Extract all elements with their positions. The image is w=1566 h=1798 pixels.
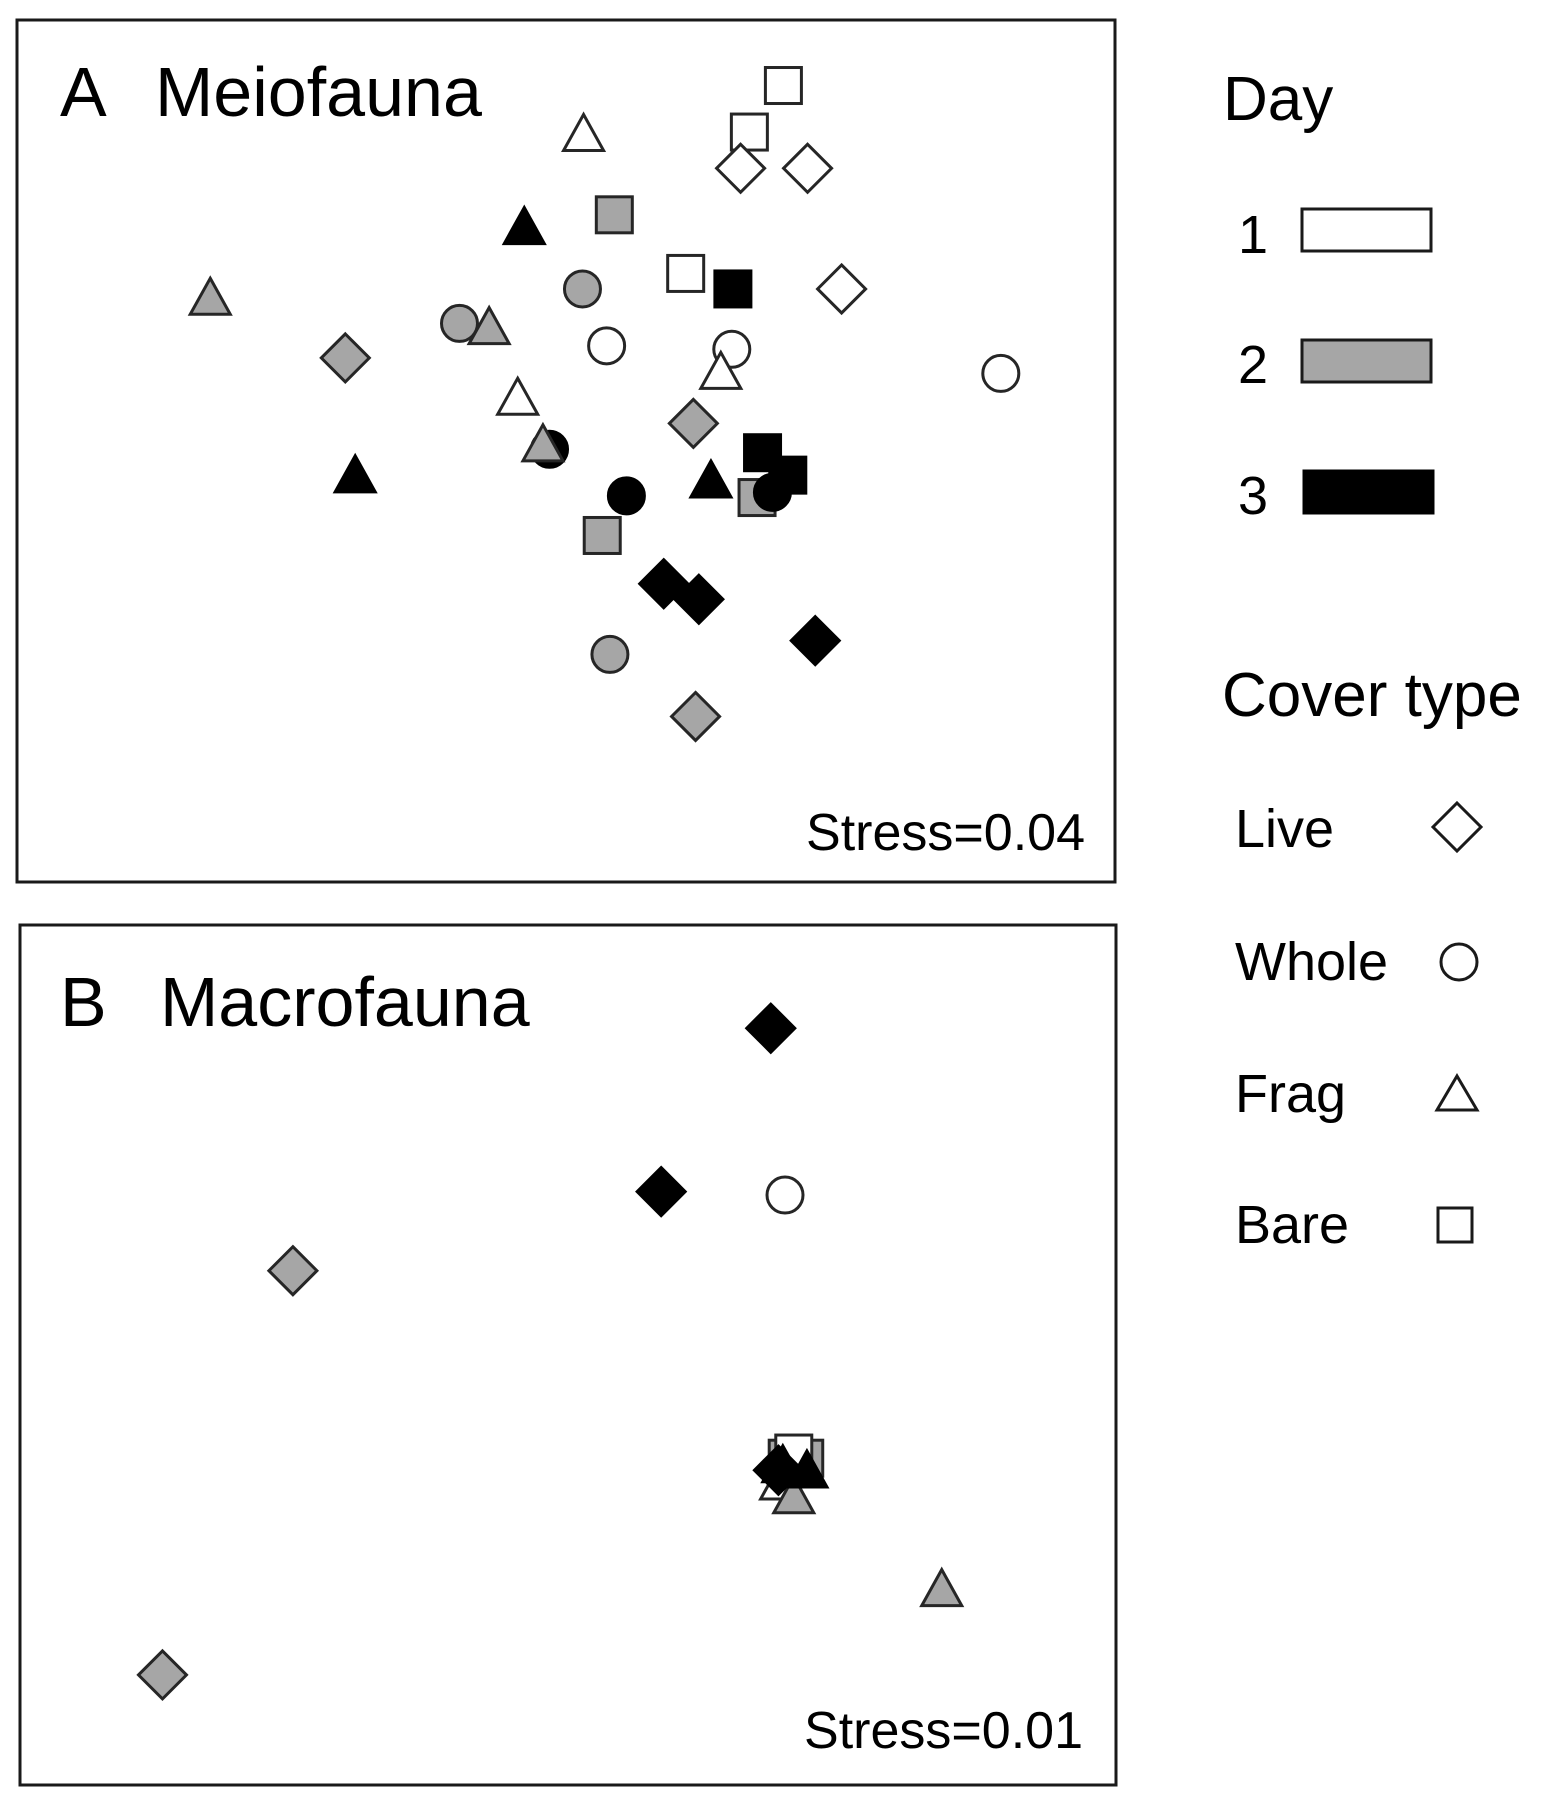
legend-cover-title: Cover type — [1222, 661, 1522, 730]
legend-cover-live-label: Live — [1235, 799, 1334, 859]
point-a-triangle-day1-19 — [495, 375, 541, 416]
panel-a-markers — [187, 66, 1021, 743]
point-a-square-day3-23 — [743, 433, 783, 473]
point-a-diamond-day3-32 — [672, 573, 725, 626]
point-b-triangle-day2-12 — [919, 1566, 965, 1608]
panel-a: A Meiofauna Stress=0.04 — [15, 18, 1117, 884]
point-a-diamond-day2-20 — [667, 397, 720, 450]
legend-cover-bare-label: Bare — [1235, 1195, 1349, 1255]
point-a-triangle-day3-24 — [332, 452, 378, 494]
legend-day-3-label: 3 — [1238, 466, 1268, 526]
point-b-triangle-day2-8 — [771, 1473, 817, 1515]
point-a-circle-day1-14 — [587, 326, 627, 366]
point-a-triangle-day2-11 — [187, 275, 233, 316]
point-a-circle-day2-34 — [590, 634, 630, 674]
point-a-diamond-day1-4 — [781, 142, 834, 195]
point-a-square-day1-7 — [666, 253, 706, 293]
square-icon — [1436, 1206, 1474, 1244]
point-b-diamond-day3-11 — [752, 1444, 805, 1497]
point-a-circle-day2-9 — [562, 269, 602, 309]
point-a-triangle-day2-13 — [466, 304, 512, 346]
point-a-triangle-day1-2 — [561, 111, 607, 153]
point-a-circle-day1-16 — [981, 353, 1021, 393]
point-a-diamond-day3-33 — [789, 614, 842, 667]
panel-a-title: Meiofauna — [155, 53, 482, 131]
diamond-icon — [1430, 800, 1484, 854]
point-a-triangle-day1-18 — [698, 349, 744, 390]
point-a-square-day2-5 — [594, 195, 634, 235]
panel-b-stress: Stress=0.01 — [804, 1702, 1083, 1760]
legend: Day 1 2 3 Cover type Live Whole Frag Bar… — [1222, 65, 1522, 1255]
point-a-square-day3-8 — [713, 269, 753, 309]
point-b-diamond-day2-13 — [136, 1648, 189, 1702]
point-a-circle-day3-29 — [606, 476, 646, 516]
point-a-square-day1-0 — [763, 66, 803, 106]
point-b-diamond-day3-1 — [635, 1165, 688, 1218]
point-a-square-day1-1 — [729, 112, 769, 152]
point-a-square-day2-30 — [582, 515, 622, 555]
legend-cover-whole-label: Whole — [1235, 932, 1388, 992]
legend-day-title: Day — [1223, 65, 1333, 134]
point-a-triangle-day3-25 — [688, 457, 734, 499]
panel-b-frame — [18, 923, 1118, 1787]
point-a-diamond-day3-31 — [637, 557, 690, 610]
point-a-triangle-day3-6 — [501, 204, 547, 246]
point-a-circle-day3-28 — [752, 472, 792, 512]
point-a-diamond-day1-10 — [815, 262, 868, 316]
legend-cover-frag-label: Frag — [1235, 1064, 1346, 1124]
panel-b: B Macrofauna Stress=0.01 — [18, 923, 1118, 1787]
triangle-icon — [1434, 1073, 1480, 1112]
point-b-diamond-day3-0 — [744, 1002, 797, 1055]
panel-b-markers — [136, 1002, 965, 1702]
panel-a-letter: A — [60, 53, 107, 131]
point-b-circle-day1-2 — [765, 1175, 805, 1215]
point-a-diamond-day1-3 — [714, 142, 767, 195]
point-a-circle-day2-12 — [439, 303, 479, 343]
legend-day-3-swatch — [1302, 469, 1435, 515]
legend-day-2-swatch — [1300, 338, 1433, 384]
point-a-diamond-day2-17 — [319, 331, 372, 385]
legend-day-1-swatch — [1300, 207, 1433, 253]
panel-a-stress: Stress=0.04 — [806, 804, 1085, 862]
legend-day-2-label: 2 — [1238, 335, 1268, 395]
panel-b-title: Macrofauna — [160, 963, 530, 1041]
legend-day-1-label: 1 — [1238, 205, 1268, 265]
panel-b-letter: B — [60, 963, 107, 1041]
point-a-triangle-day2-22 — [520, 421, 566, 463]
point-b-diamond-day2-3 — [266, 1244, 320, 1297]
point-a-diamond-day2-35 — [669, 690, 722, 743]
circle-icon — [1439, 942, 1479, 982]
